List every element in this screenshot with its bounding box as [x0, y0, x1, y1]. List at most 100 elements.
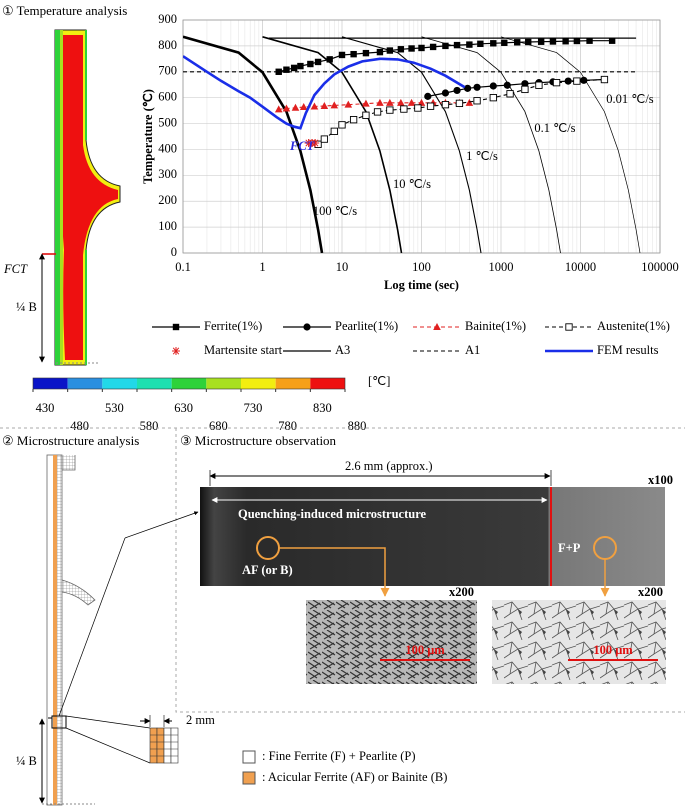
marker: [489, 94, 497, 102]
marker: [562, 38, 569, 45]
marker: [442, 42, 449, 50]
marker: [473, 97, 481, 105]
cooling-rate-label: 100 ℃/s: [313, 204, 357, 218]
marker: [453, 41, 461, 49]
cct-chart: 0 100 200 300 400 500 600 700 800 900 0.1 1 10 100 100…: [141, 12, 679, 357]
marker: [400, 105, 408, 113]
y-tick-label: 500: [158, 115, 177, 129]
marker: [307, 60, 314, 68]
panel-title: ① Temperature analysis: [2, 3, 127, 18]
marker: [326, 56, 333, 63]
marker: [297, 62, 304, 70]
marker: [311, 138, 320, 147]
x-tick-label: 0.1: [175, 260, 191, 274]
marker: [418, 44, 425, 52]
x-tick-label: 100000: [641, 260, 679, 274]
marker: [172, 323, 180, 331]
colorbar-frame: [32, 377, 346, 390]
magnification: x200: [638, 585, 663, 599]
cooling-rate-label: 1 ℃/s: [466, 149, 498, 163]
marker: [172, 347, 180, 355]
marker: [386, 47, 394, 54]
marker: [490, 40, 497, 47]
x-tick-label: 100: [412, 260, 431, 274]
legend-label: Martensite start: [204, 343, 283, 357]
marker: [489, 82, 497, 90]
marker: [376, 98, 384, 106]
cooling-rate-label: 10 ℃/s: [393, 177, 431, 191]
legend-text: : Acicular Ferrite (AF) or Bainite (B): [262, 770, 447, 784]
x-tick-label: 1000: [489, 260, 514, 274]
colorbar-block: [137, 378, 172, 389]
colorbar-tick-label: 630: [174, 401, 193, 415]
mesh-model: [39, 454, 256, 806]
colorbar-block: [310, 378, 345, 389]
y-tick-label: 300: [158, 167, 177, 181]
marker: [565, 323, 573, 331]
marker: [426, 102, 435, 110]
colorbar-tick-label: 730: [244, 401, 263, 415]
marker: [537, 38, 545, 45]
marker: [373, 108, 382, 116]
marker: [290, 64, 298, 72]
contour-model: [39, 29, 121, 366]
colorbar-unit: [℃]: [368, 374, 390, 388]
y-tick-label: 200: [158, 193, 177, 207]
legend-text: : Fine Ferrite (F) + Pearlite (P): [262, 749, 416, 763]
quarter-b-label: ¼ B: [16, 300, 37, 314]
marker: [299, 102, 308, 110]
marker: [501, 39, 508, 46]
legend-label: A1: [465, 343, 480, 357]
marker: [463, 84, 472, 92]
marker: [514, 39, 521, 46]
colorbar-block: [33, 378, 68, 389]
marker: [314, 58, 322, 66]
colorbar-block: [67, 378, 103, 389]
marker: [282, 104, 291, 112]
marker: [320, 101, 329, 109]
fct-label: FCT: [3, 262, 28, 276]
marker: [320, 135, 329, 143]
colorbar-tick-label: 880: [348, 419, 367, 433]
colorbar-tick-label: 580: [140, 419, 159, 433]
span-label: 2.6 mm (approx.): [345, 459, 432, 473]
panel-title: ③ Microstructure observation: [180, 433, 337, 448]
magnification: x100: [648, 473, 673, 487]
colorbar-tick-label: 530: [105, 401, 124, 415]
marker: [441, 101, 450, 109]
marker: [424, 92, 432, 100]
colorbar-block: [102, 378, 137, 389]
marker: [338, 51, 346, 59]
legend-label: FEM results: [597, 343, 659, 357]
legend-label: Austenite(1%): [597, 319, 670, 333]
marker: [466, 41, 473, 48]
quarter-b-label: ¼ B: [16, 754, 37, 768]
colorbar-block: [241, 378, 276, 389]
scale-bar-label: 100 μm: [405, 643, 445, 657]
marker: [433, 323, 441, 330]
region-label: AF (or B): [242, 563, 293, 577]
marker: [376, 48, 384, 56]
marker: [521, 80, 529, 88]
marker: [552, 79, 561, 87]
marker: [362, 99, 370, 107]
marker: [564, 77, 572, 85]
width-label: 2 mm: [186, 713, 215, 727]
marker: [573, 77, 581, 85]
marker: [477, 40, 484, 48]
colorbar-tick-label: 480: [70, 419, 89, 433]
cooling-curve: [183, 35, 324, 253]
marker: [573, 37, 581, 45]
marker: [414, 104, 422, 112]
marker: [535, 81, 543, 89]
marker: [453, 86, 461, 95]
colorbar-tick-label: 680: [209, 419, 228, 433]
marker: [473, 83, 481, 91]
cooling-curve: [341, 36, 482, 253]
micrograph-x100: [200, 470, 666, 684]
marker: [407, 98, 416, 106]
region-label: Quenching-induced microstructure: [238, 507, 427, 521]
cooling-rate-label: 0.01 ℃/s: [606, 92, 654, 106]
colorbar-block: [275, 378, 311, 389]
